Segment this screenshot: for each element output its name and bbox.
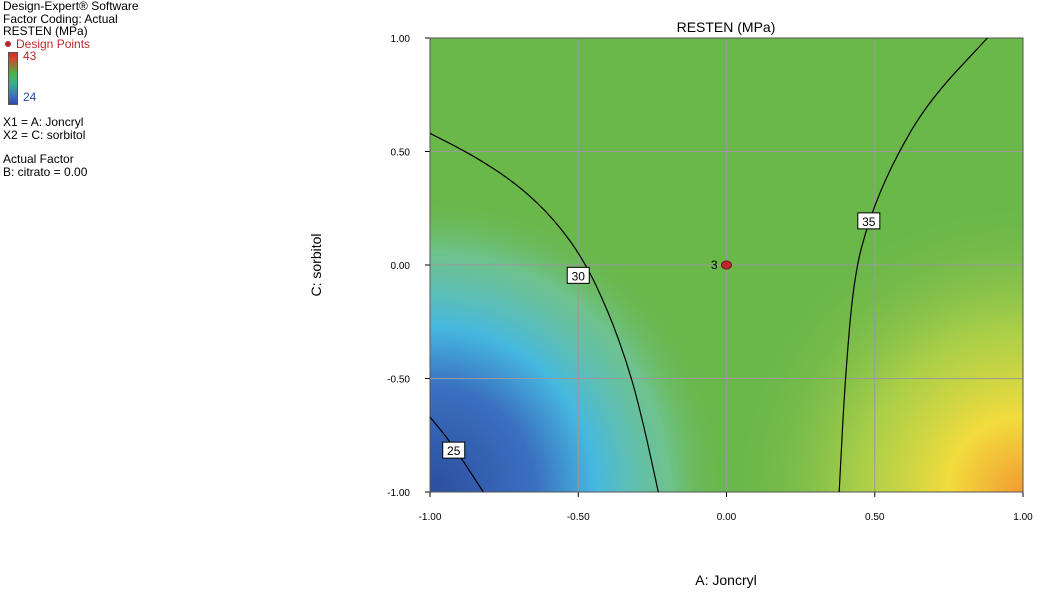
y-tick-label: 1.00 <box>391 34 411 45</box>
contour-label-box-25 <box>442 441 466 459</box>
response-label: RESTEN (MPa) <box>3 24 88 38</box>
x1-label: X1 = A: Joncryl <box>3 115 84 129</box>
y-axis-title: C: sorbitol <box>308 233 324 296</box>
software-label: Design-Expert® Software <box>3 0 139 13</box>
design-point-count: 3 <box>711 258 718 272</box>
color-scale-min: 24 <box>23 90 37 104</box>
contour-label-box-30 <box>566 266 590 284</box>
x-tick-label: 0.00 <box>717 512 737 523</box>
contour-label-box-35 <box>857 212 881 230</box>
y-tick-label: -0.50 <box>387 375 410 386</box>
y-tick-label: 0.50 <box>391 148 411 159</box>
design-points-legend: Design Points <box>3 36 139 51</box>
plot-frame <box>429 37 1024 493</box>
design-point-icon <box>5 40 11 47</box>
y-tick-label: 0.00 <box>391 261 411 272</box>
contour-line-35 <box>838 37 988 493</box>
contour-label-30: 30 <box>572 269 586 283</box>
design-point <box>721 260 732 270</box>
y-tick-label: -1.00 <box>387 488 410 499</box>
color-scale-max: 43 <box>23 49 37 63</box>
contour-label-25: 25 <box>447 444 461 458</box>
info-panel: Design-Expert® Software Factor Coding: A… <box>3 0 139 178</box>
chart-title: RESTEN (MPa) <box>677 19 776 35</box>
x-axis-title: A: Joncryl <box>695 572 756 588</box>
factor-coding-label: Factor Coding: Actual <box>3 11 118 26</box>
design-points-label: Design Points <box>16 36 91 51</box>
actual-factor-label: Actual Factor <box>3 152 74 166</box>
contour-line-30 <box>429 132 659 493</box>
x-tick-label: 0.50 <box>865 512 885 523</box>
actual-factor-value: B: citrato = 0.00 <box>3 164 88 179</box>
x2-label: X2 = C: sorbitol <box>3 127 86 142</box>
x-tick-label: -0.50 <box>567 512 590 523</box>
color-scale: 43 24 <box>3 50 139 106</box>
x-tick-label: 1.00 <box>1013 512 1033 523</box>
contour-label-35: 35 <box>862 215 876 229</box>
x-tick-label: -1.00 <box>419 512 442 523</box>
color-scale-bar <box>8 52 18 105</box>
